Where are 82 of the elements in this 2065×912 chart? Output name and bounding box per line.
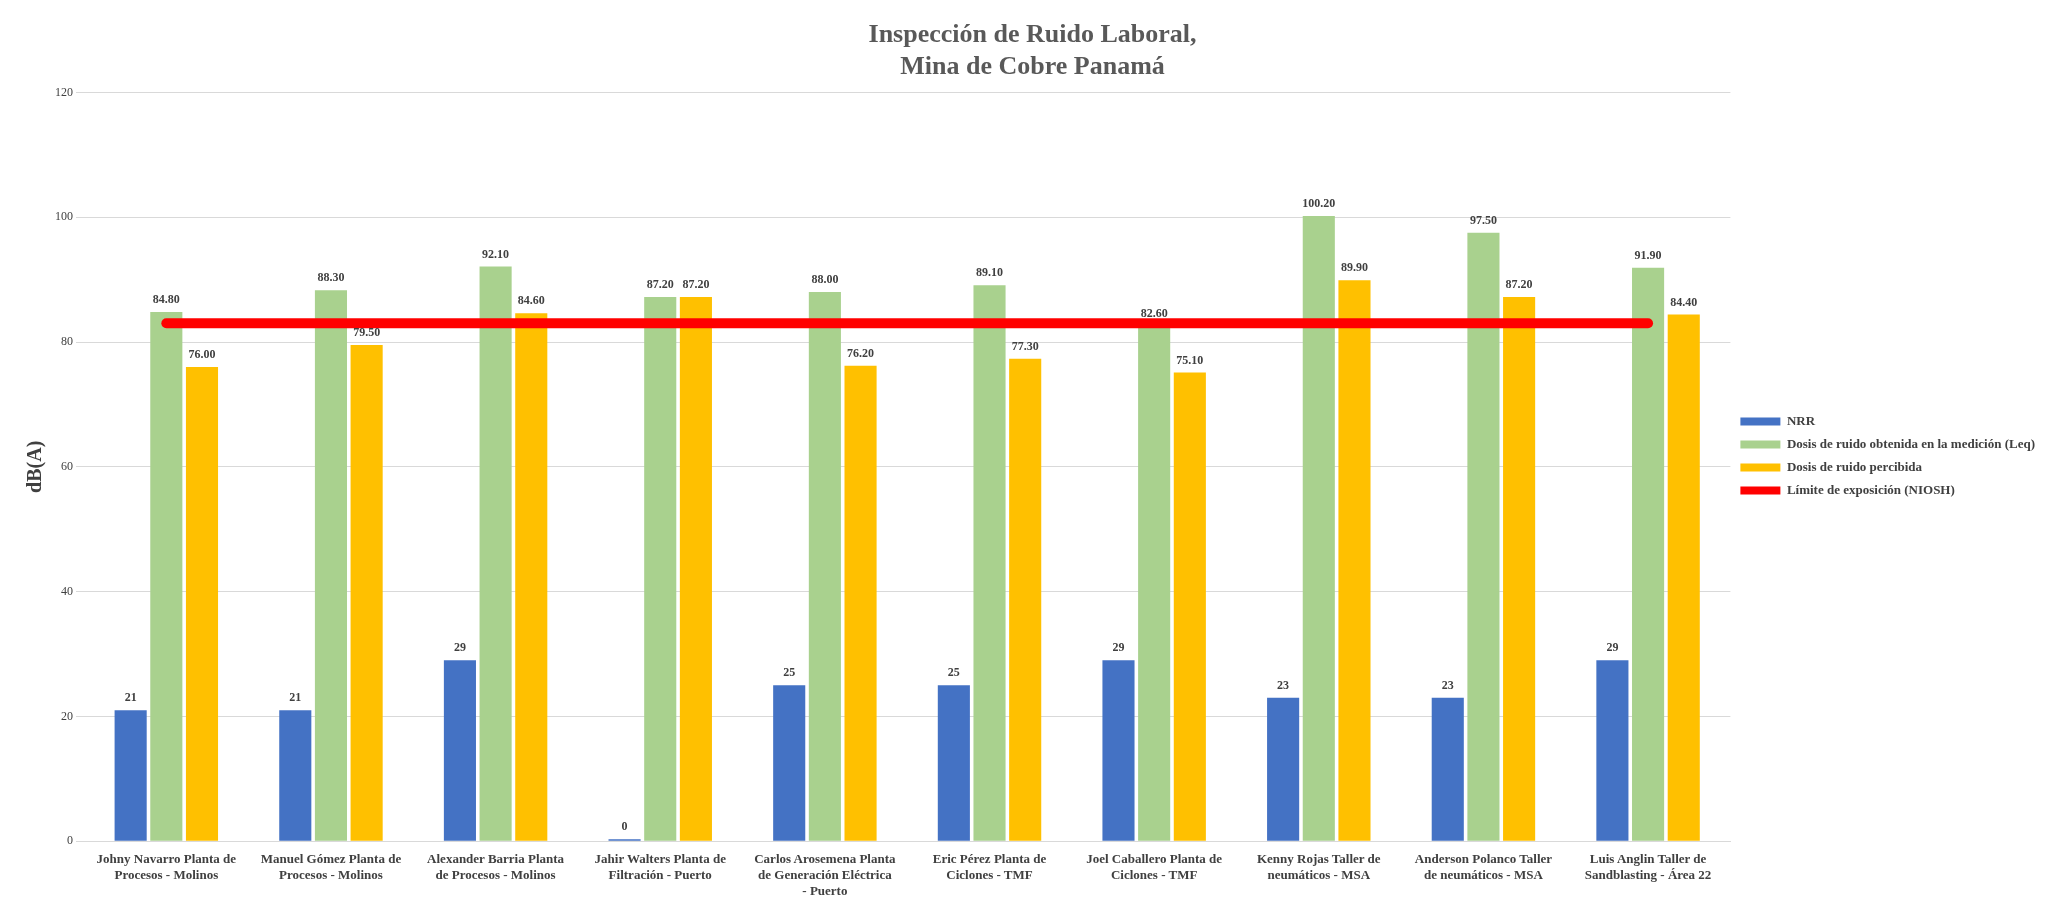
- data-label: 82.60: [1140, 305, 1168, 320]
- data-label: 89.10: [976, 265, 1004, 280]
- y-tick-label: 0: [67, 833, 73, 848]
- y-axis-title: dB(A): [23, 440, 47, 493]
- data-label: 84.40: [1670, 294, 1698, 309]
- bar: [479, 266, 512, 841]
- bar: [1102, 660, 1135, 841]
- data-label: 87.20: [646, 277, 674, 292]
- bar: [844, 365, 877, 841]
- data-label: 23: [1277, 677, 1290, 692]
- x-tick-label: Carlos Arosemena Planta de Generación Eléctrica - Puerto: [754, 851, 897, 898]
- legend-label: NRR: [1786, 412, 1816, 428]
- bar: [185, 366, 219, 841]
- bar: [808, 292, 841, 841]
- bar: [1173, 372, 1206, 841]
- data-label: 89.90: [1340, 260, 1368, 275]
- data-label: 88.00: [811, 272, 839, 287]
- legend-label: Dosis de ruido percibida: [1786, 458, 1923, 474]
- x-tick-label: Manuel Gómez Planta de Procesos - Molinos: [260, 851, 402, 882]
- x-tick-label: Kenny Rojas Taller de neumáticos - MSA: [1256, 851, 1381, 882]
- x-tick-label: Anderson Polanco Taller de neumáticos - MSA: [1414, 851, 1553, 882]
- bar: [973, 285, 1006, 841]
- y-tick-label: 60: [61, 458, 73, 473]
- bar: [114, 710, 147, 841]
- bar: [773, 685, 806, 841]
- data-label: 79.50: [353, 325, 381, 340]
- data-label: 29: [1606, 640, 1619, 655]
- data-label: 76.20: [847, 345, 875, 360]
- y-tick-label: 40: [61, 583, 73, 598]
- data-label: 87.20: [1505, 277, 1533, 292]
- data-label: 77.30: [1011, 338, 1039, 353]
- data-label: 25: [947, 665, 960, 680]
- bar: [1632, 267, 1665, 841]
- y-tick-label: 80: [61, 334, 73, 349]
- bar: [1503, 297, 1536, 841]
- data-label: 21: [124, 690, 137, 705]
- bar: [1596, 660, 1629, 841]
- data-label: 29: [1112, 640, 1125, 655]
- data-label: 75.10: [1176, 352, 1204, 367]
- chart-title: Inspección de Ruido Laboral, Mina de Cobre Panamá: [868, 19, 1197, 80]
- bar: [150, 312, 183, 841]
- bar: [644, 297, 677, 841]
- x-tick-label: Johny Navarro Planta de Procesos - Molinos: [96, 851, 237, 882]
- legend-label: Dosis de ruido obtenida en la medición (Leq): [1786, 435, 2035, 451]
- data-label: 21: [289, 690, 302, 705]
- data-label: 29: [453, 640, 466, 655]
- bar: [1009, 358, 1042, 841]
- data-label: 87.20: [682, 277, 710, 292]
- data-label: 91.90: [1634, 247, 1662, 262]
- y-tick-label: 100: [55, 209, 73, 224]
- bar: [679, 297, 712, 841]
- y-tick-label: 20: [61, 708, 73, 723]
- data-label: 97.50: [1469, 212, 1497, 227]
- data-label: 23: [1441, 677, 1454, 692]
- bar: [1431, 697, 1464, 841]
- data-label: 92.10: [482, 246, 510, 261]
- x-tick-label: Joel Caballero Planta de Ciclones - TMF: [1086, 851, 1223, 882]
- y-tick-label: 120: [55, 84, 73, 99]
- bar: [443, 660, 476, 841]
- x-tick-label: Luis Anglin Taller de Sandblasting - Área 22: [1584, 851, 1712, 882]
- bar: [1667, 314, 1700, 841]
- x-tick-label: Jahir Walters Planta de Filtración - Puerto: [594, 851, 727, 882]
- legend-label: Límite de exposición (NIOSH): [1786, 481, 1955, 497]
- data-label: 84.60: [517, 293, 545, 308]
- bar: [1267, 697, 1300, 841]
- data-label: 84.80: [152, 292, 180, 307]
- bar: [937, 685, 970, 841]
- data-label: 0: [621, 819, 628, 834]
- bar: [1338, 280, 1371, 841]
- data-label: 88.30: [317, 270, 345, 285]
- data-label: 100.20: [1302, 196, 1336, 211]
- bar: [1302, 215, 1335, 841]
- bar: [314, 290, 348, 841]
- bar: [279, 710, 312, 841]
- x-tick-label: Eric Pérez Planta de Ciclones - TMF: [932, 851, 1047, 882]
- x-tick-label: Alexander Barria Planta de Procesos - Molinos: [427, 851, 565, 882]
- bar: [515, 313, 548, 841]
- bar: [350, 345, 383, 841]
- bar: [1138, 325, 1171, 841]
- data-label: 76.00: [188, 347, 216, 362]
- data-label: 25: [783, 665, 796, 680]
- bar: [1467, 232, 1500, 841]
